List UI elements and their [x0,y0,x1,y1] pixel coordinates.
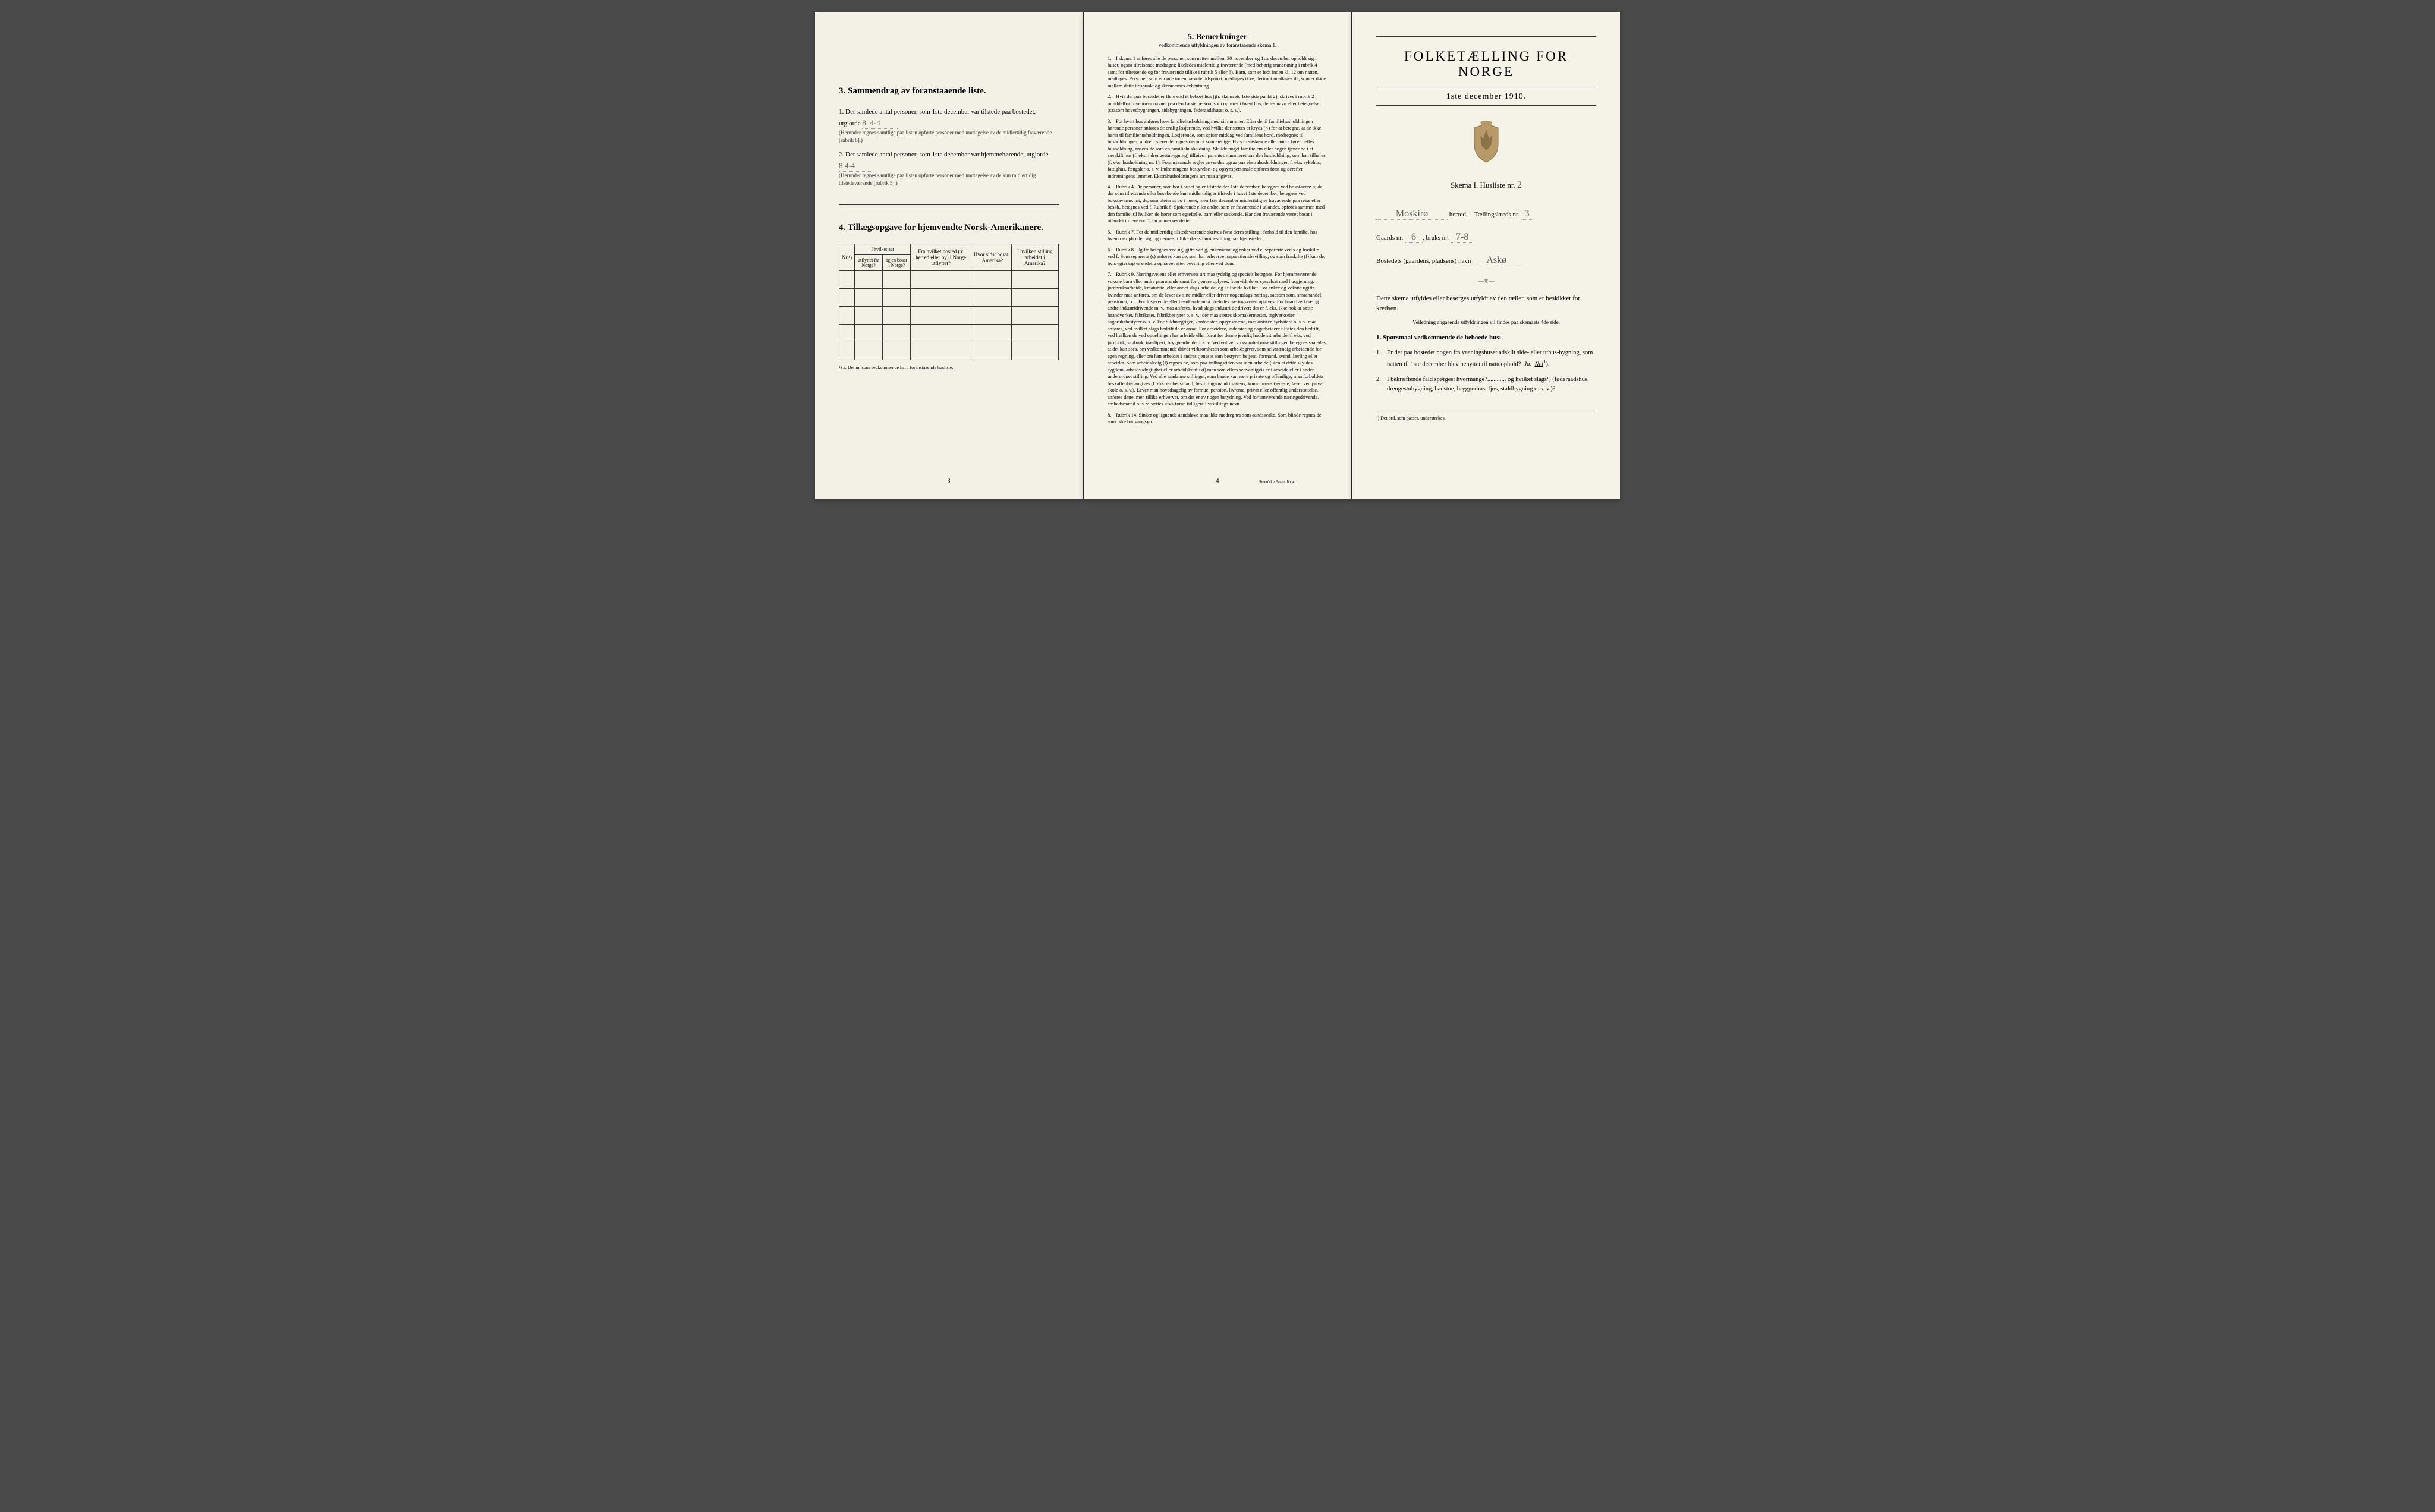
remark-7-text: Rubrik 9. Næringsveiens eller erhvervets… [1108,271,1327,407]
page-right: FOLKETÆLLING FOR NORGE 1ste december 191… [1352,12,1620,499]
question-1: 1. Er der paa bostedet nogen fra vaaning… [1376,348,1596,369]
remark-8-text: Rubrik 14. Sinker og lignende aandsløve … [1108,412,1323,424]
remark-7: 7.Rubrik 9. Næringsveiens eller erhverve… [1108,271,1327,407]
questions-title: 1. Spørsmaal vedkommende de beboede hus: [1376,334,1596,341]
q1-nei: Nei [1534,361,1543,367]
th-amerika: Hvor sidst bosat i Amerika? [971,244,1011,271]
remark-2-text: Hvis der paa bostedet er flere end ét be… [1108,93,1319,113]
ornament-icon: ―❋― [1376,278,1596,285]
table-footnote: ¹) ɔ: Det nr. som vedkommende har i fora… [839,365,1059,370]
page-middle: 5. Bemerkninger vedkommende utfyldningen… [1084,12,1351,499]
remark-3-text: For hvert hus anføres hver familiehushol… [1108,118,1325,179]
bottom-footnote: ¹) Det ord, som passer, understrekes. [1376,412,1596,421]
intro-sub: Veiledning angaaende utfyldningen vil fi… [1376,319,1596,325]
remark-1: 1.I skema 1 anføres alle de personer, so… [1108,55,1327,89]
page-number: 3 [948,478,951,484]
sub-title: 1ste december 1910. [1376,92,1596,102]
q1-text: Er der paa bostedet nogen fra vaaningshu… [1387,349,1593,367]
q2-text: I bekræftende fald spørges: hvormange?..… [1387,376,1589,392]
bosted-value: Askø [1473,255,1520,266]
th-group: I hvilket aar [854,244,911,255]
item2-text: 2. Det samlede antal personer, som 1ste … [839,151,1048,158]
gaards-line: Gaards nr. 6, bruks nr. 7-8 [1376,232,1596,243]
item1-value: 8. 4-4 [862,117,898,130]
report-table: Nr.¹) I hvilket aar Fra hvilket bosted (… [839,244,1059,360]
section3-title: 3. Sammendrag av foranstaaende liste. [839,86,1059,96]
remark-4: 4.Rubrik 4. De personer, som bor i huset… [1108,184,1327,225]
table-body [839,271,1059,360]
gaards-label: Gaards nr. [1376,234,1403,241]
remark-8: 8.Rubrik 14. Sinker og lignende aandsløv… [1108,412,1327,426]
remark-6: 6.Rubrik 8. Ugifte betegnes ved ug, gift… [1108,247,1327,267]
herred-label: herred. [1449,211,1468,218]
item1: 1. Det samlede antal personer, som 1ste … [839,107,1059,144]
remark-3: 3.For hvert hus anføres hver familiehush… [1108,118,1327,179]
q1-ja: Ja. [1524,361,1532,367]
item2: 2. Det samlede antal personer, som 1ste … [839,150,1059,187]
section4-title: 4. Tillægsopgave for hjemvendte Norsk-Am… [839,223,1059,233]
remark-5-text: Rubrik 7. For de midlertidig tilstedevær… [1108,229,1317,241]
item2-note: (Herunder regnes samtlige paa listen opf… [839,172,1059,187]
skema-line: Skema I. Husliste nr. 2 [1376,180,1596,191]
printer-mark: Steen'ske Bogtr. Kr.a. [1259,480,1295,484]
intro-text: Dette skema utfyldes eller besørges utfy… [1376,294,1596,313]
main-title: FOLKETÆLLING FOR NORGE [1376,49,1596,80]
question-2: 2. I bekræftende fald spørges: hvormange… [1376,375,1596,394]
remark-2: 2.Hvis der paa bostedet er flere end ét … [1108,93,1327,114]
bruks-value: 7-8 [1451,232,1474,243]
divider [839,204,1059,205]
th-utflyttet: utflyttet fra Norge? [854,255,882,271]
th-stilling: I hvilken stilling arbeidet i Amerika? [1011,244,1058,271]
remark-5: 5.Rubrik 7. For de midlertidig tilstedev… [1108,229,1327,242]
skema-value: 2 [1517,180,1522,190]
page-number: 4 [1216,478,1219,484]
th-nr: Nr.¹) [839,244,855,271]
th-bosted: Fra hvilket bosted (ɔ: herred eller by) … [911,244,971,271]
th-igjen: igjen bosat i Norge? [883,255,911,271]
remark-4-text: Rubrik 4. De personer, som bor i huset o… [1108,184,1325,223]
gaards-value: 6 [1405,232,1423,243]
bruks-label: bruks nr. [1426,234,1449,241]
remarks-subtitle: vedkommende utfyldningen av foranstaaend… [1108,42,1327,48]
herred-value: Moskirø [1376,209,1448,220]
bosted-line: Bostedets (gaardens, pladsens) navn Askø [1376,255,1596,266]
remark-1-text: I skema 1 anføres alle de personer, som … [1108,55,1326,89]
remarks-list: 1.I skema 1 anføres alle de personer, so… [1108,55,1327,425]
remark-6-text: Rubrik 8. Ugifte betegnes ved ug, gifte … [1108,247,1325,266]
bosted-label: Bostedets (gaardens, pladsens) navn [1376,257,1471,264]
item1-note: (Herunder regnes samtlige paa listen opf… [839,129,1059,144]
kreds-value: 3 [1521,209,1533,220]
item2-value: 8 4-4 [839,160,874,172]
remarks-title: 5. Bemerkninger [1108,33,1327,42]
coat-of-arms-icon [1468,121,1504,165]
herred-line: Moskirø herred. Tællingskreds nr. 3 [1376,209,1596,220]
page-left: 3. Sammendrag av foranstaaende liste. 1.… [815,12,1083,499]
kreds-label: Tællingskreds nr. [1474,211,1519,218]
skema-label: Skema I. Husliste nr. [1451,181,1515,190]
